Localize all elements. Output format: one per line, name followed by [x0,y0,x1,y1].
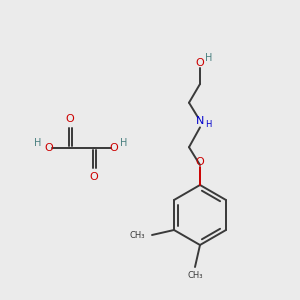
Text: O: O [110,143,118,153]
Text: O: O [90,172,98,182]
Text: CH₃: CH₃ [187,271,203,280]
Text: O: O [66,114,74,124]
Text: H: H [120,138,128,148]
Text: N: N [196,116,204,126]
Text: O: O [196,58,204,68]
Text: H: H [205,120,211,129]
Text: O: O [45,143,53,153]
Text: O: O [196,157,204,167]
Text: CH₃: CH₃ [130,232,145,241]
Text: H: H [34,138,42,148]
Text: H: H [205,53,213,63]
